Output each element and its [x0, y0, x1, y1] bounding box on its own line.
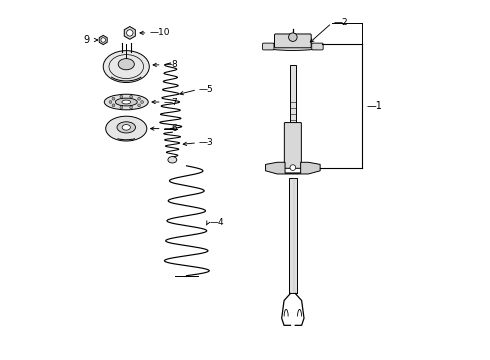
Circle shape — [290, 165, 295, 170]
FancyBboxPatch shape — [290, 65, 295, 123]
Text: —5: —5 — [199, 85, 214, 94]
Polygon shape — [266, 162, 320, 174]
Text: —8: —8 — [164, 60, 178, 69]
Text: —6: —6 — [164, 124, 178, 133]
Text: —1: —1 — [366, 100, 382, 111]
Circle shape — [130, 95, 133, 98]
Circle shape — [120, 106, 123, 109]
Circle shape — [130, 106, 133, 109]
Circle shape — [112, 97, 115, 100]
Polygon shape — [99, 35, 107, 45]
Text: —2: —2 — [334, 18, 348, 27]
Ellipse shape — [168, 157, 177, 163]
FancyBboxPatch shape — [289, 178, 297, 293]
Ellipse shape — [122, 100, 131, 104]
FancyBboxPatch shape — [284, 123, 301, 168]
FancyBboxPatch shape — [274, 34, 311, 48]
Circle shape — [101, 38, 105, 42]
Circle shape — [138, 97, 141, 100]
Ellipse shape — [106, 116, 147, 141]
Ellipse shape — [118, 59, 134, 70]
FancyBboxPatch shape — [312, 43, 323, 50]
Circle shape — [109, 100, 112, 103]
Circle shape — [120, 95, 123, 98]
Ellipse shape — [103, 51, 149, 82]
Text: —3: —3 — [199, 138, 214, 147]
FancyBboxPatch shape — [263, 43, 274, 50]
Text: —4: —4 — [210, 218, 224, 227]
Circle shape — [141, 100, 144, 103]
Text: —10: —10 — [149, 28, 170, 37]
Text: —7: —7 — [164, 98, 178, 107]
Circle shape — [289, 33, 297, 41]
Circle shape — [112, 104, 115, 107]
Ellipse shape — [122, 125, 130, 130]
Ellipse shape — [115, 98, 137, 106]
Circle shape — [138, 104, 141, 107]
Ellipse shape — [104, 94, 148, 110]
Text: 9: 9 — [84, 35, 90, 45]
Ellipse shape — [264, 43, 322, 50]
Polygon shape — [124, 27, 135, 39]
Circle shape — [126, 30, 133, 36]
Ellipse shape — [117, 122, 136, 133]
